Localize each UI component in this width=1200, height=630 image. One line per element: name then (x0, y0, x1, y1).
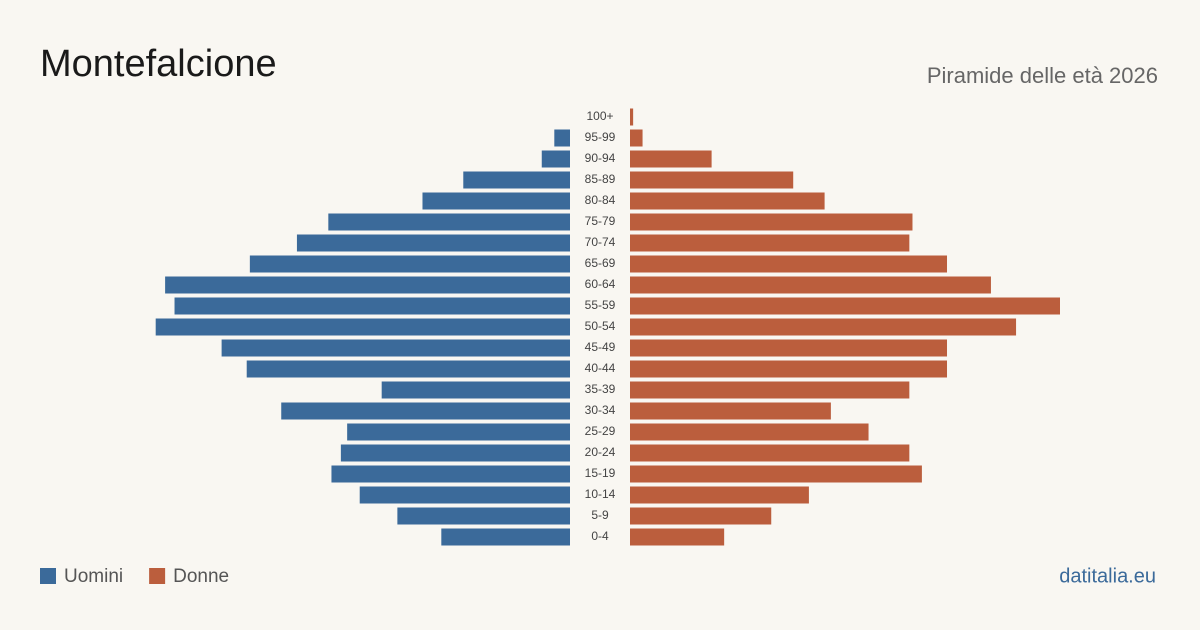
category-label: 100+ (586, 109, 613, 123)
category-label: 20-24 (585, 445, 616, 459)
bar (155, 318, 571, 336)
category-label: 45-49 (585, 340, 616, 354)
bar (340, 444, 570, 462)
bar (441, 528, 570, 546)
bar (422, 192, 570, 210)
bar (463, 171, 570, 189)
bar (630, 192, 825, 210)
category-label: 5-9 (591, 508, 609, 522)
bar (630, 423, 869, 441)
bar (630, 297, 1060, 315)
category-label: 80-84 (585, 193, 616, 207)
bar (630, 234, 910, 252)
legend-label: Uomini (64, 566, 123, 587)
chart-subtitle: Piramide delle età 2026 (927, 63, 1158, 88)
bar (630, 108, 634, 126)
bar (630, 486, 809, 504)
category-label: 95-99 (585, 130, 616, 144)
bar (331, 465, 570, 483)
legend-swatch (149, 568, 166, 584)
bar (630, 507, 772, 525)
bar (630, 255, 948, 273)
bar (630, 381, 910, 399)
category-label: 70-74 (585, 235, 616, 249)
bar (281, 402, 570, 420)
chart-title: Montefalcione (40, 43, 277, 85)
bar (630, 444, 910, 462)
bar (174, 297, 570, 315)
bar (630, 402, 831, 420)
bar (630, 528, 725, 546)
category-label: 15-19 (585, 466, 616, 480)
legend-label: Donne (173, 566, 229, 587)
category-label: 65-69 (585, 256, 616, 270)
bar (359, 486, 570, 504)
bar (246, 360, 570, 378)
bar (554, 129, 570, 147)
source: datitalia.eu (1059, 565, 1156, 587)
bar (630, 150, 712, 168)
bar (328, 213, 570, 231)
bar (381, 381, 570, 399)
category-label: 35-39 (585, 382, 616, 396)
bar (541, 150, 570, 168)
bar (630, 339, 948, 357)
bar (296, 234, 570, 252)
category-label: 75-79 (585, 214, 616, 228)
bar (630, 360, 948, 378)
bar (630, 171, 794, 189)
category-label: 10-14 (585, 487, 616, 501)
bar (221, 339, 570, 357)
bar (397, 507, 570, 525)
category-label: 50-54 (585, 319, 616, 333)
bar (630, 318, 1017, 336)
bar (630, 213, 913, 231)
category-label: 0-4 (591, 529, 609, 543)
bar (165, 276, 570, 294)
bar (630, 465, 922, 483)
category-label: 30-34 (585, 403, 616, 417)
category-label: 90-94 (585, 151, 616, 165)
category-label: 85-89 (585, 172, 616, 186)
legend-swatch (40, 568, 56, 584)
category-label: 55-59 (585, 298, 616, 312)
bar (630, 276, 991, 294)
bar (347, 423, 570, 441)
category-label: 25-29 (585, 424, 616, 438)
category-label: 60-64 (585, 277, 616, 291)
bar (630, 129, 643, 147)
category-label: 40-44 (585, 361, 616, 375)
bar (249, 255, 571, 273)
